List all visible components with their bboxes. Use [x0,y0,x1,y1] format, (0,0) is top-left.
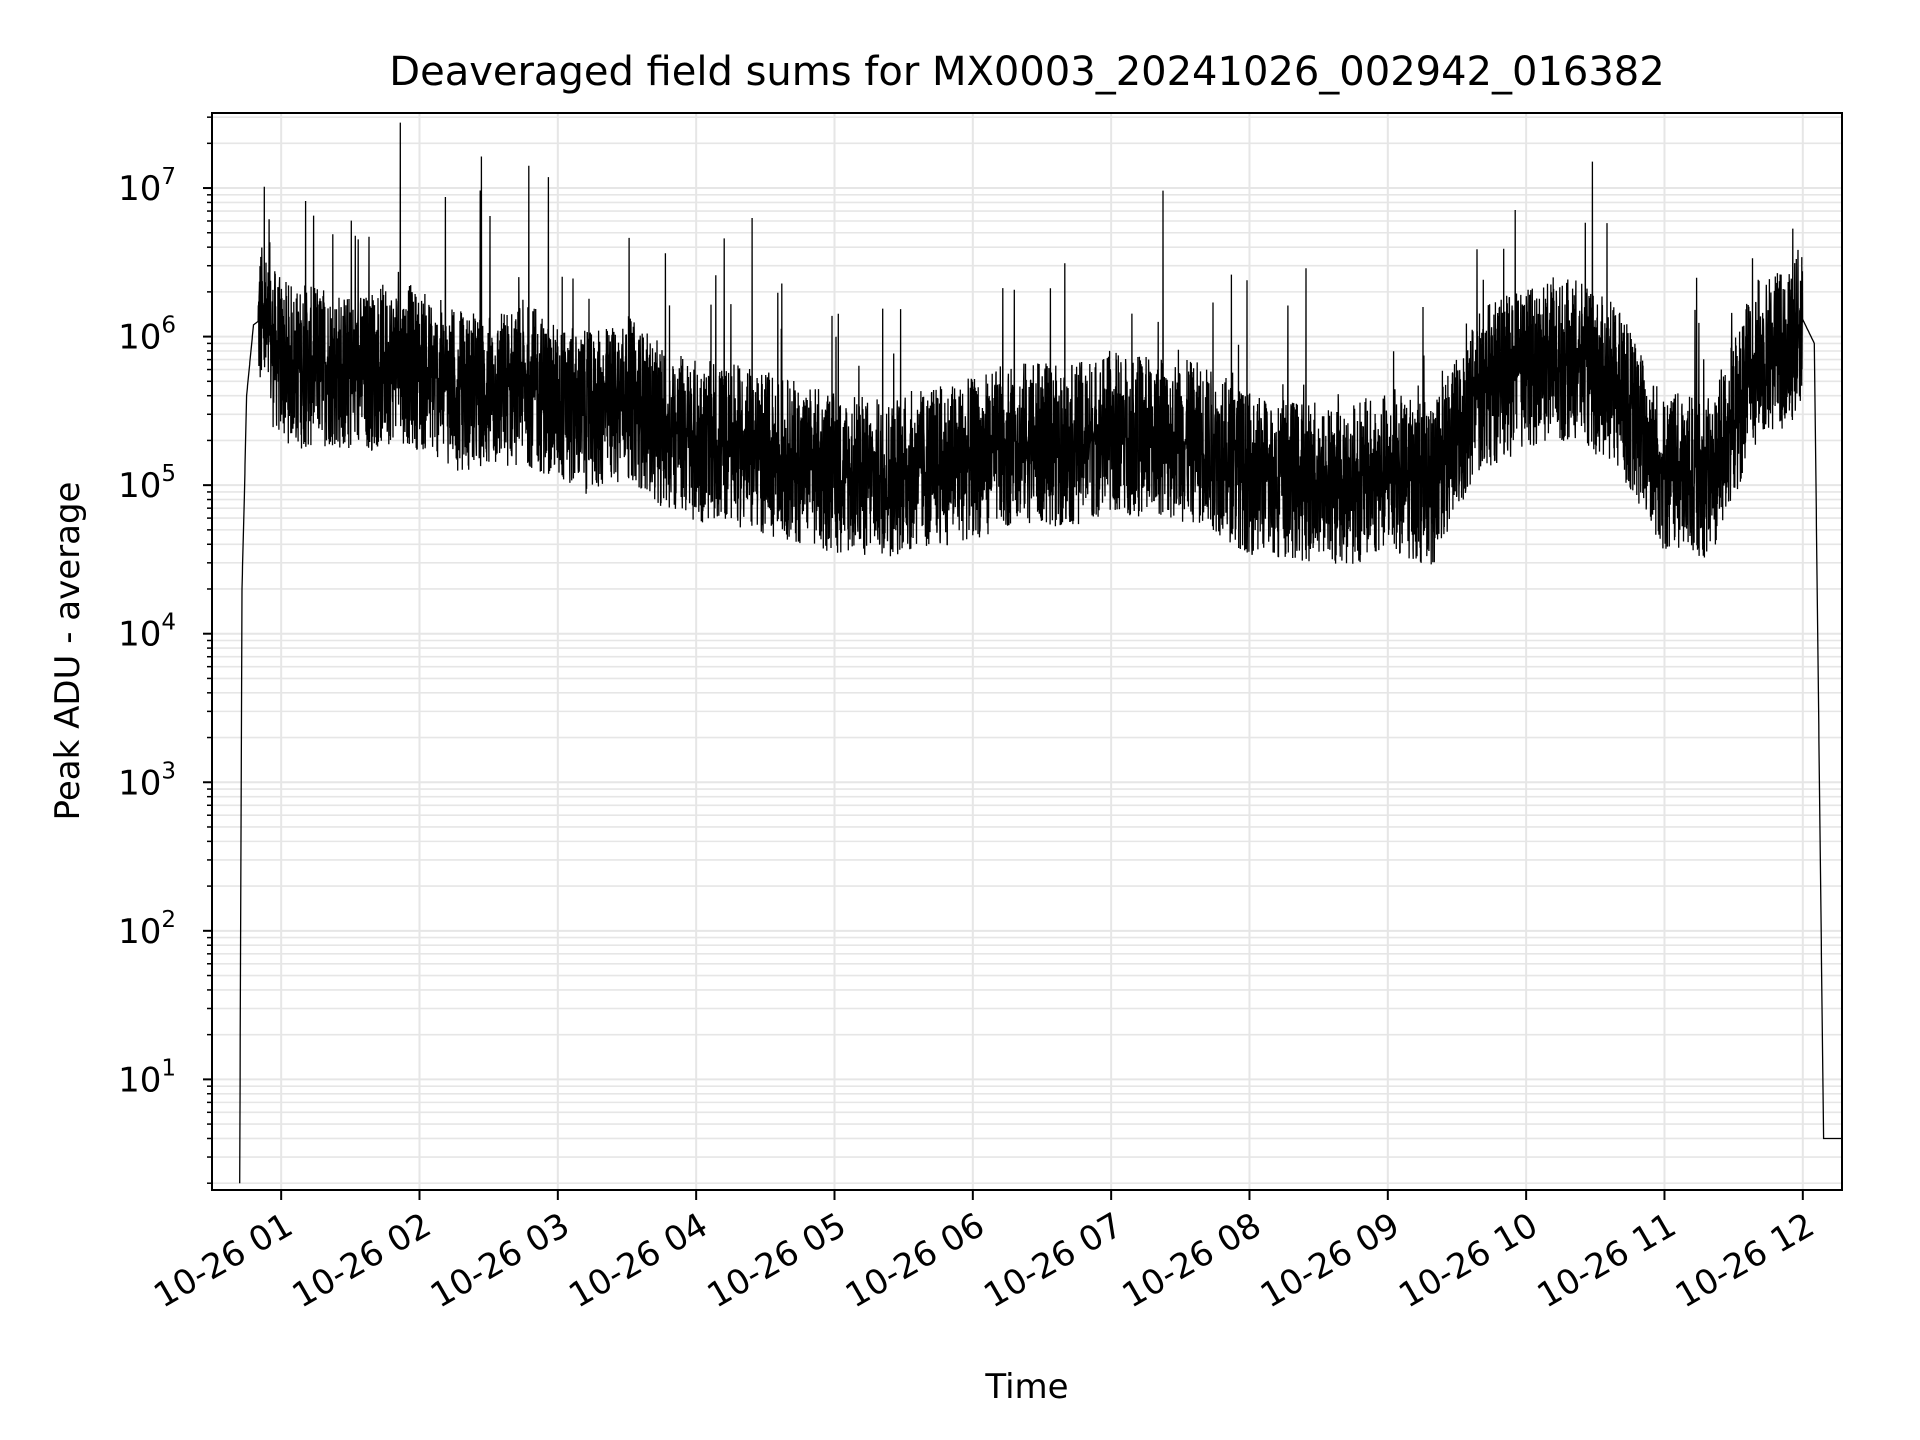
x-tick-label: 10-26 12 [1669,1205,1821,1316]
y-tick-label: 102 [118,907,176,952]
y-grid [212,116,1842,1185]
y-tick-label: 101 [118,1055,176,1100]
y-axis-label: Peak ADU - average [48,482,88,821]
x-tick-label: 10-26 01 [147,1205,299,1316]
x-tick-label: 10-26 04 [562,1205,714,1316]
x-grid [280,113,1804,1190]
y-tick-label: 103 [118,758,176,803]
x-tick-label: 10-26 07 [977,1205,1129,1316]
x-axis-label: Time [984,1367,1068,1407]
x-tick-label: 10-26 11 [1531,1205,1683,1316]
y-tick-label: 105 [118,461,176,506]
x-tick-label: 10-26 03 [424,1205,576,1316]
x-tick-label: 10-26 06 [839,1205,991,1316]
x-tick-label: 10-26 10 [1392,1205,1544,1316]
y-axis: 101 102 103 104 105 106 107 [118,116,212,1184]
x-tick-label: 10-26 05 [701,1205,853,1316]
plot-frame [211,112,1843,1191]
series-line [239,122,1842,1184]
x-tick-label: 10-26 08 [1116,1205,1268,1316]
x-tick-label: 10-26 09 [1254,1205,1406,1316]
x-tick-label: 10-26 02 [286,1205,438,1316]
y-tick-label: 104 [118,610,176,655]
series-layer [239,122,1842,1184]
chart-title: Deaveraged field sums for MX0003_2024102… [389,49,1664,95]
y-tick-label: 106 [118,313,176,358]
y-tick-label: 107 [118,164,176,209]
